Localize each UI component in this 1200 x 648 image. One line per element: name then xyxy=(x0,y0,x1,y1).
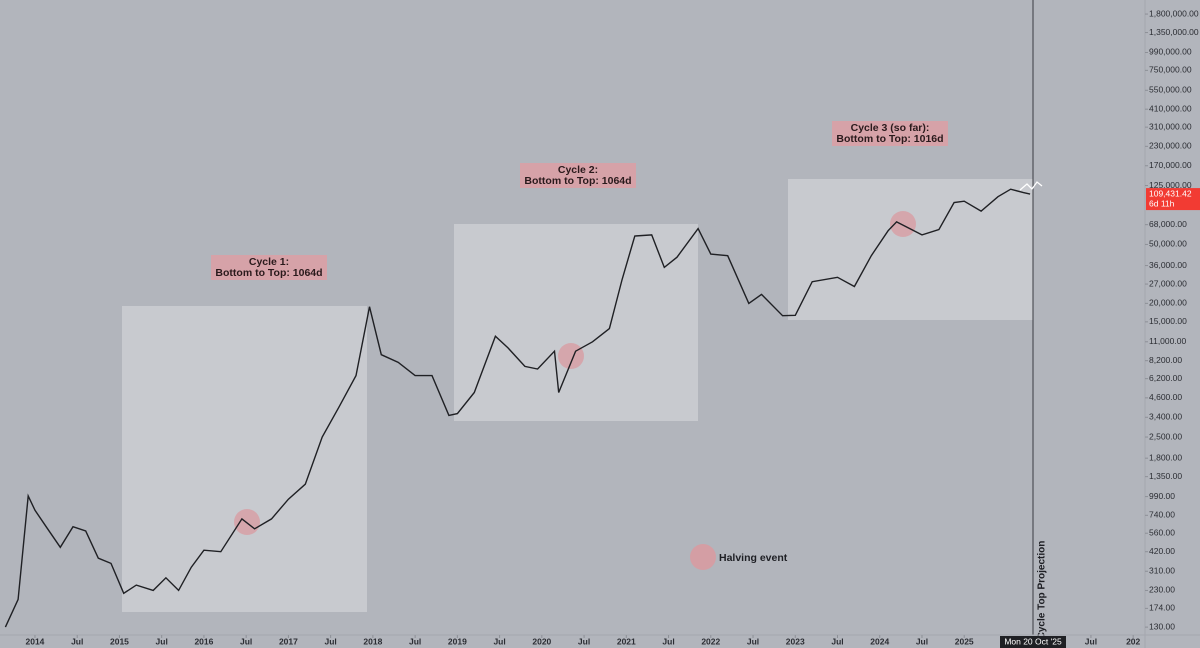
halving-marker xyxy=(558,343,584,369)
y-tick-label: 990.00 xyxy=(1149,491,1175,501)
y-tick-label: 3,400.00 xyxy=(1149,412,1182,422)
y-tick-label: 560.00 xyxy=(1149,527,1175,537)
x-tick-label: 2016 xyxy=(194,636,213,646)
annotation: Bottom to Top: 1064d xyxy=(524,175,631,187)
y-tick-label: 230,000.00 xyxy=(1149,141,1192,151)
y-tick-label: 1,800,000.00 xyxy=(1149,8,1199,18)
y-tick-label: 420.00 xyxy=(1149,546,1175,556)
x-tick-label: 2022 xyxy=(701,636,720,646)
vertical-label: Cycle Top Projection xyxy=(1037,541,1048,640)
y-tick-label: 170,000.00 xyxy=(1149,160,1192,170)
y-tick-label: 740.00 xyxy=(1149,510,1175,520)
legend-label: Halving event xyxy=(719,552,788,564)
y-tick-label: 1,350.00 xyxy=(1149,471,1182,481)
y-tick-label: 125,000.00 xyxy=(1149,180,1192,190)
x-tick-label: Jul xyxy=(325,636,337,646)
last-price-bg xyxy=(1146,188,1200,211)
annotation-bg xyxy=(211,255,327,280)
y-tick-label: 990,000.00 xyxy=(1149,47,1192,57)
y-tick-label: 750,000.00 xyxy=(1149,65,1192,75)
annotation-bg xyxy=(832,121,948,146)
y-tick-label: 1,350,000.00 xyxy=(1149,27,1199,37)
y-tick-label: 174.00 xyxy=(1149,603,1175,613)
y-tick-label: 50,000.00 xyxy=(1149,239,1187,249)
x-tick-label: Jul xyxy=(1085,636,1097,646)
x-tick-label: Jul xyxy=(493,636,505,646)
annotation: Cycle 2: xyxy=(558,164,598,176)
halving-marker xyxy=(890,211,916,237)
x-tick-label: 2025 xyxy=(955,636,974,646)
y-tick-label: 4,600.00 xyxy=(1149,392,1182,402)
x-tick-label: Jul xyxy=(747,636,759,646)
x-tick-label: Jul xyxy=(409,636,421,646)
cycle-1-box xyxy=(122,306,367,612)
y-tick-label: 410,000.00 xyxy=(1149,103,1192,113)
y-tick-label: 11,000.00 xyxy=(1149,336,1186,346)
x-tick-label: 2024 xyxy=(870,636,889,646)
x-tick-label: 202 xyxy=(1126,636,1140,646)
cycle-3-box xyxy=(788,179,1033,320)
x-tick-label: 2015 xyxy=(110,636,129,646)
cycle-2-box xyxy=(454,224,698,421)
x-tick-label: 2014 xyxy=(26,636,45,646)
y-tick-label: 130.00 xyxy=(1149,621,1175,631)
projection-path xyxy=(1019,181,1043,191)
x-tick-label: 2018 xyxy=(363,636,382,646)
x-tick-label: Jul xyxy=(240,636,252,646)
annotation: Bottom to Top: 1016d xyxy=(836,133,943,145)
y-tick-label: 310,000.00 xyxy=(1149,121,1192,131)
y-tick-label: 15,000.00 xyxy=(1149,316,1187,326)
y-tick-label: 8,200.00 xyxy=(1149,355,1182,365)
y-tick-label: 6,200.00 xyxy=(1149,373,1182,383)
x-tick-label: 2017 xyxy=(279,636,298,646)
x-tick-label: Jul xyxy=(831,636,843,646)
last-price-label: 109,431.42 xyxy=(1149,188,1192,198)
y-tick-label: 2,500.00 xyxy=(1149,431,1182,441)
x-tick-label: Jul xyxy=(662,636,674,646)
y-tick-label: 20,000.00 xyxy=(1149,298,1187,308)
y-tick-label: 310.00 xyxy=(1149,565,1175,575)
x-tick-label: Jul xyxy=(156,636,168,646)
x-tick-label: Jul xyxy=(578,636,590,646)
y-tick-label: 68,000.00 xyxy=(1149,219,1187,229)
annotation: Cycle 3 (so far): xyxy=(851,122,930,134)
annotation: Bottom to Top: 1064d xyxy=(215,267,322,279)
x-tick-label: Jul xyxy=(71,636,83,646)
x-tick-label: Jul xyxy=(916,636,928,646)
annotation-bg xyxy=(520,163,636,188)
x-tick-label: 2019 xyxy=(448,636,467,646)
y-tick-label: 27,000.00 xyxy=(1149,278,1187,288)
countdown: 6d 11h xyxy=(1149,198,1175,208)
x-tick-label: 2023 xyxy=(786,636,805,646)
y-tick-label: 550,000.00 xyxy=(1149,85,1192,95)
annotation: Cycle 1: xyxy=(249,256,289,268)
crosshair-label-bg xyxy=(1000,636,1066,648)
y-tick-label: 36,000.00 xyxy=(1149,260,1187,270)
legend-marker xyxy=(690,544,716,570)
price-line xyxy=(4,188,1031,628)
crosshair-label: Mon 20 Oct '25 xyxy=(1004,636,1062,646)
x-tick-label: 2021 xyxy=(617,636,636,646)
y-tick-label: 230.00 xyxy=(1149,585,1175,595)
x-tick-label: 2020 xyxy=(532,636,551,646)
y-tick-label: 1,800.00 xyxy=(1149,452,1182,462)
